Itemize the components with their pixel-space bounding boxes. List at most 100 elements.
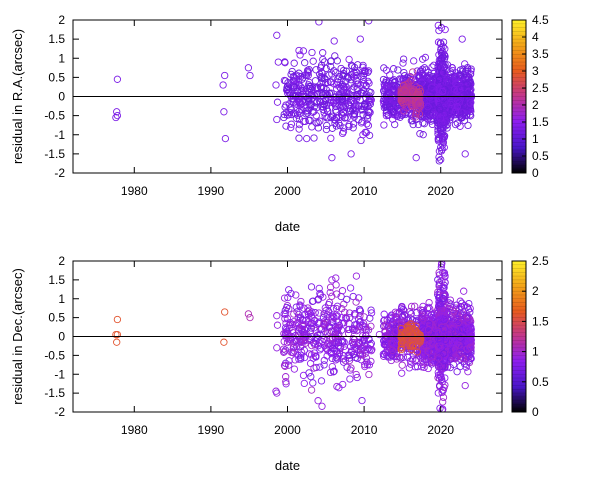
data-point [290,318,298,326]
data-point [311,341,319,349]
data-point [287,70,295,79]
data-point [405,364,413,372]
data-point [295,134,303,142]
data-point [321,112,329,121]
data-point [425,303,433,312]
data-point [367,306,375,314]
data-point [418,65,427,73]
data-point [438,54,446,63]
data-point [352,370,360,379]
colorbar-tick-label: 2 [532,284,539,298]
y-tick-label: -0.5 [44,109,65,123]
data-point [453,103,461,111]
data-point [394,66,402,74]
data-point [281,310,290,318]
data-point [287,289,295,298]
data-point [460,316,468,324]
y-tick-label: -1.5 [44,386,65,400]
x-tick-label: 1990 [198,184,225,198]
data-point [343,86,351,94]
data-point [305,105,313,113]
data-point [348,338,356,347]
data-point [355,318,364,326]
data-point [464,368,472,376]
data-point [440,325,449,333]
data-point [326,283,335,291]
data-point [319,49,327,57]
data-point [456,310,465,318]
data-point [221,134,230,143]
data-point [436,105,444,114]
data-point [312,353,320,361]
ra-residual-panel: 1980 1990 2000 2010 2020-2-1.5-1-0.500.511.5… [10,13,549,234]
data-point [309,339,318,347]
data-point [335,384,343,392]
data-point [421,53,430,62]
dec-x-axis-title: date [275,458,300,473]
data-point [461,150,469,158]
data-point [330,98,338,106]
data-point [407,340,415,348]
data-point [375,330,384,339]
data-point [335,90,343,99]
y-tick-label: -1.5 [44,147,65,161]
data-point [456,362,464,371]
data-point [359,343,367,352]
data-point [305,65,313,74]
data-point [398,369,406,377]
data-point [445,299,453,307]
data-point [327,349,336,358]
data-point [309,297,317,305]
data-point [221,308,229,316]
data-point [219,81,227,89]
data-point [451,328,459,336]
data-point [285,88,293,97]
data-point [347,150,355,158]
data-point [300,346,308,354]
data-point [354,61,362,69]
data-point [441,45,449,53]
data-point [452,73,460,82]
data-point [359,61,367,70]
data-point [280,348,288,356]
data-point [273,312,281,320]
data-point [296,337,305,345]
data-point [448,66,457,75]
data-point [330,339,339,347]
data-point [273,321,282,329]
data-point [436,404,444,412]
data-point [323,352,331,360]
data-point [333,81,341,89]
data-point [348,325,357,333]
data-point [455,341,463,349]
data-point [359,110,367,119]
data-point [304,318,313,326]
data-point [281,362,289,370]
data-point [345,309,354,317]
data-point [246,71,254,80]
y-tick-label: 0 [58,330,65,344]
data-point [455,85,464,93]
data-point [113,338,121,346]
data-point [321,328,329,336]
data-point [318,102,326,111]
data-point [356,307,365,315]
data-point [317,377,326,385]
ra-colorbar-frame [511,19,527,174]
data-point [428,63,436,71]
data-point [423,304,432,313]
data-point [320,84,328,92]
data-point [419,315,427,323]
data-point [390,339,398,347]
data-point [360,102,368,111]
colorbar-tick-label: 2.5 [532,254,549,268]
data-point [435,68,443,76]
data-point [380,340,389,348]
data-point [281,346,290,354]
data-point [296,315,304,323]
data-point [366,314,374,322]
data-point [364,77,372,86]
data-point [303,66,312,75]
data-point [439,398,447,406]
